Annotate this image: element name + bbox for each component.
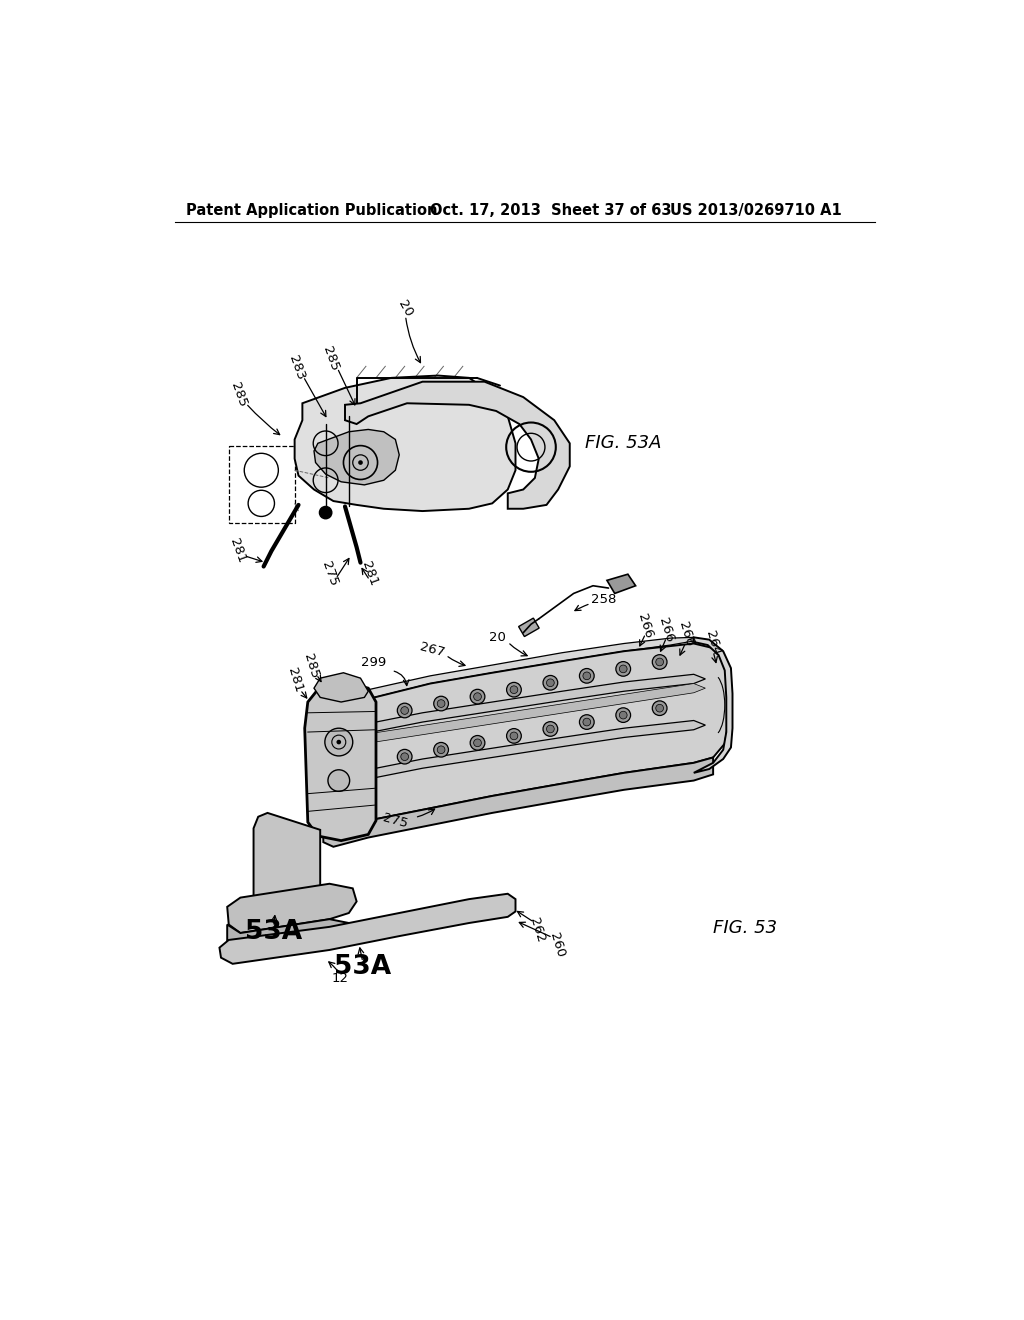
Polygon shape <box>693 638 732 774</box>
Circle shape <box>397 704 412 718</box>
Circle shape <box>652 701 667 715</box>
Text: US 2013/0269710 A1: US 2013/0269710 A1 <box>671 203 843 218</box>
Text: FIG. 53: FIG. 53 <box>713 920 777 937</box>
Circle shape <box>507 729 521 743</box>
Circle shape <box>655 705 664 711</box>
Text: 267: 267 <box>419 640 446 659</box>
Circle shape <box>358 461 362 465</box>
Text: 281: 281 <box>359 560 380 589</box>
Circle shape <box>547 678 554 686</box>
Text: 285: 285 <box>301 652 321 681</box>
Polygon shape <box>345 675 706 738</box>
Circle shape <box>360 710 376 725</box>
Polygon shape <box>295 376 515 511</box>
Text: 53A: 53A <box>334 954 391 979</box>
Text: 281: 281 <box>227 537 249 565</box>
Circle shape <box>580 714 594 730</box>
Text: 20: 20 <box>489 631 506 644</box>
Text: 266: 266 <box>635 611 654 640</box>
Polygon shape <box>334 638 701 708</box>
Text: 266: 266 <box>676 620 696 648</box>
Circle shape <box>620 665 627 673</box>
Circle shape <box>543 676 558 690</box>
Circle shape <box>365 760 372 767</box>
Circle shape <box>474 693 481 701</box>
Circle shape <box>437 700 445 708</box>
Circle shape <box>470 689 485 704</box>
Text: 264: 264 <box>703 630 723 657</box>
Circle shape <box>547 725 554 733</box>
Circle shape <box>470 735 485 750</box>
Text: 275: 275 <box>381 810 410 830</box>
Polygon shape <box>607 574 636 594</box>
Polygon shape <box>345 684 706 747</box>
Polygon shape <box>324 644 729 830</box>
Circle shape <box>580 668 594 684</box>
Circle shape <box>397 750 412 764</box>
Circle shape <box>583 672 591 680</box>
Polygon shape <box>227 884 356 933</box>
Circle shape <box>328 770 349 792</box>
Text: 258: 258 <box>591 593 616 606</box>
Text: 283: 283 <box>287 354 307 381</box>
Circle shape <box>615 661 631 676</box>
Circle shape <box>543 722 558 737</box>
Polygon shape <box>345 721 706 784</box>
Circle shape <box>652 655 667 669</box>
Circle shape <box>360 756 376 771</box>
Text: 12: 12 <box>331 972 348 985</box>
Text: 299: 299 <box>361 656 386 669</box>
Circle shape <box>507 682 521 697</box>
Text: 285: 285 <box>228 380 249 409</box>
Circle shape <box>615 708 631 722</box>
Text: 281: 281 <box>285 667 304 694</box>
Polygon shape <box>324 758 713 847</box>
Text: 262: 262 <box>527 916 547 944</box>
Circle shape <box>583 718 591 726</box>
Polygon shape <box>345 381 569 508</box>
Circle shape <box>337 739 341 744</box>
Text: 53A: 53A <box>245 919 302 945</box>
Polygon shape <box>305 682 376 841</box>
Polygon shape <box>254 813 321 917</box>
Circle shape <box>365 714 372 721</box>
Circle shape <box>437 746 445 754</box>
Text: Oct. 17, 2013  Sheet 37 of 63: Oct. 17, 2013 Sheet 37 of 63 <box>430 203 672 218</box>
Circle shape <box>474 739 481 747</box>
Circle shape <box>319 507 332 519</box>
Bar <box>228 446 295 523</box>
Circle shape <box>325 729 352 756</box>
Text: 20: 20 <box>395 298 416 319</box>
Polygon shape <box>314 673 369 702</box>
Polygon shape <box>219 894 515 964</box>
Text: 285: 285 <box>321 345 341 372</box>
Circle shape <box>434 696 449 711</box>
Bar <box>518 618 540 636</box>
Circle shape <box>620 711 627 719</box>
Circle shape <box>434 742 449 758</box>
Text: 275: 275 <box>319 560 340 589</box>
Polygon shape <box>227 919 352 950</box>
Text: 260: 260 <box>547 932 566 960</box>
Text: 266: 266 <box>656 615 676 644</box>
Text: FIG. 53A: FIG. 53A <box>586 434 662 453</box>
Polygon shape <box>314 429 399 484</box>
Circle shape <box>400 752 409 760</box>
Circle shape <box>655 659 664 665</box>
Circle shape <box>400 706 409 714</box>
Circle shape <box>510 733 518 739</box>
Text: Patent Application Publication: Patent Application Publication <box>186 203 437 218</box>
Circle shape <box>510 686 518 693</box>
